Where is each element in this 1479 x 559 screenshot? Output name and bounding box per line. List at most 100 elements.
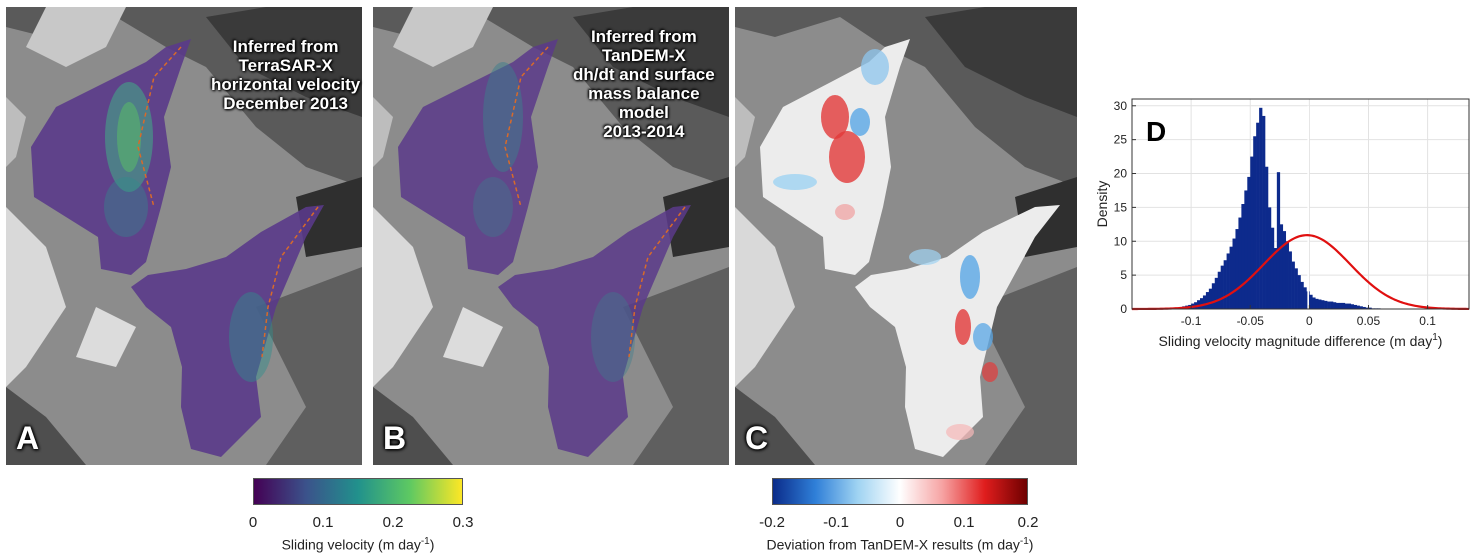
deviation-colorbar-label: Deviation from TanDEM-X results (m day-1…: [752, 536, 1048, 553]
panel-b-title-line: TanDEM-X: [573, 46, 715, 65]
panel-a-title-line: December 2013: [211, 94, 360, 113]
histogram-bar: [1244, 190, 1247, 309]
velocity-colorbar: 0 0.1 0.2 0.3 Sliding velocity (m day-1): [253, 478, 463, 558]
deviation-colorbar-tick: 0.2: [1018, 514, 1039, 531]
histogram-bar: [1298, 275, 1301, 309]
velocity-colorbar-label-end: ): [430, 537, 435, 553]
histogram-bar: [1271, 228, 1274, 309]
y-tick-label: 0: [1120, 302, 1127, 316]
histogram-bar: [1342, 303, 1345, 309]
panel-a-title-line: Inferred from: [211, 37, 360, 56]
histogram-bar: [1262, 116, 1265, 309]
histogram-bar: [1241, 204, 1244, 309]
histogram-bar: [1256, 123, 1259, 309]
histogram-x-label: Sliding velocity magnitude difference (m…: [1159, 332, 1443, 349]
deviation-colorbar-tick: 0: [896, 514, 904, 531]
histogram-chart: -0.1 -0.05 0 0.05 0.1 051015202530 D Density…: [1095, 85, 1475, 355]
x-tick-label: -0.05: [1237, 314, 1265, 328]
y-tick-label: 25: [1114, 133, 1128, 147]
deviation-colorbar-label-exp: -1: [1020, 536, 1029, 547]
histogram-bar: [1292, 262, 1295, 309]
panel-a-letter: A: [16, 420, 39, 457]
x-tick-label: 0.1: [1419, 314, 1436, 328]
histogram-bars: [1167, 108, 1380, 309]
histogram-x-label-end: ): [1438, 333, 1443, 349]
deviation-colorbar-label-end: ): [1029, 537, 1034, 553]
velocity-colorbar-label-text: Sliding velocity (m day: [282, 537, 421, 553]
velocity-colorbar-tick: 0: [249, 514, 257, 531]
histogram-bar: [1318, 300, 1321, 309]
histogram-bar: [1277, 172, 1280, 309]
histogram-bar: [1345, 304, 1348, 309]
panel-c-letter: C: [745, 420, 768, 457]
y-tick-label: 15: [1114, 200, 1128, 214]
panel-c-map: [735, 7, 1077, 465]
deviation-colorbar-tick: -0.1: [823, 514, 849, 531]
y-tick-label: 20: [1114, 167, 1128, 181]
histogram-bar: [1321, 300, 1324, 309]
panel-b-title-line: dh/dt and surface: [573, 65, 715, 84]
histogram-y-ticks: 0 5 10 15 20 25 30: [1114, 99, 1136, 316]
histogram-bar: [1218, 272, 1221, 309]
histogram-bar: [1227, 253, 1230, 309]
panel-b: Inferred from TanDEM-X dh/dt and surface…: [373, 7, 729, 465]
histogram-bar: [1224, 260, 1227, 309]
histogram-bar: [1330, 302, 1333, 309]
histogram-bar: [1235, 229, 1238, 309]
panel-b-title-line: mass balance: [573, 84, 715, 103]
histogram-bar: [1348, 304, 1351, 309]
panel-b-title: Inferred from TanDEM-X dh/dt and surface…: [573, 27, 715, 141]
histogram-bar: [1238, 218, 1241, 309]
deviation-colorbar-tick: 0.1: [954, 514, 975, 531]
panel-b-title-line: model: [573, 103, 715, 122]
panel-c: C: [735, 7, 1077, 465]
histogram-bar: [1209, 289, 1212, 309]
histogram-panel-letter: D: [1146, 116, 1166, 147]
x-tick-label: 0: [1306, 314, 1313, 328]
panel-b-letter: B: [383, 420, 406, 457]
histogram-bar: [1212, 283, 1215, 309]
histogram-bar: [1351, 304, 1354, 309]
histogram-bar: [1200, 298, 1203, 309]
histogram-bar: [1303, 287, 1306, 309]
deviation-colorbar: -0.2 -0.1 0 0.1 0.2 Deviation from TanDE…: [772, 478, 1028, 558]
histogram-x-label-text: Sliding velocity magnitude difference (m…: [1159, 333, 1433, 349]
deviation-colorbar-tick: -0.2: [759, 514, 785, 531]
histogram-bar: [1295, 268, 1298, 309]
y-tick-label: 30: [1114, 99, 1128, 113]
deviation-colorbar-ticks: -0.2 -0.1 0 0.1 0.2: [772, 514, 1028, 532]
panel-a: Inferred from TerraSAR-X horizontal velo…: [6, 7, 362, 465]
panel-b-title-line: 2013-2014: [573, 122, 715, 141]
histogram-bar: [1354, 305, 1357, 309]
histogram-y-label: Density: [1095, 181, 1110, 228]
histogram-bar: [1274, 248, 1277, 309]
velocity-colorbar-gradient: [253, 478, 463, 505]
histogram-bar: [1233, 239, 1236, 309]
histogram-bar: [1312, 297, 1315, 309]
histogram-bar: [1215, 278, 1218, 309]
histogram-bar: [1259, 108, 1262, 309]
histogram-bar: [1247, 177, 1250, 309]
histogram-bar: [1206, 292, 1209, 309]
deviation-colorbar-label-text: Deviation from TanDEM-X results (m day: [767, 537, 1020, 553]
histogram-bar: [1324, 301, 1327, 309]
velocity-colorbar-ticks: 0 0.1 0.2 0.3: [253, 514, 463, 532]
velocity-colorbar-label: Sliding velocity (m day-1): [253, 536, 463, 553]
histogram-bar: [1265, 167, 1268, 309]
panel-a-title: Inferred from TerraSAR-X horizontal velo…: [211, 37, 360, 113]
velocity-colorbar-tick: 0.2: [383, 514, 404, 531]
x-tick-label: -0.1: [1181, 314, 1202, 328]
histogram-bar: [1333, 302, 1336, 309]
histogram-bar: [1280, 224, 1283, 309]
y-tick-label: 5: [1120, 268, 1127, 282]
histogram-bar: [1253, 136, 1256, 309]
histogram-bar: [1250, 157, 1253, 309]
histogram-bar: [1339, 303, 1342, 309]
histogram-bar: [1357, 306, 1360, 309]
histogram-bar: [1336, 303, 1339, 309]
velocity-colorbar-label-exp: -1: [421, 536, 430, 547]
x-tick-label: 0.05: [1357, 314, 1381, 328]
panel-a-title-line: horizontal velocity: [211, 75, 360, 94]
histogram-bar: [1289, 251, 1292, 309]
histogram-bar: [1286, 241, 1289, 309]
